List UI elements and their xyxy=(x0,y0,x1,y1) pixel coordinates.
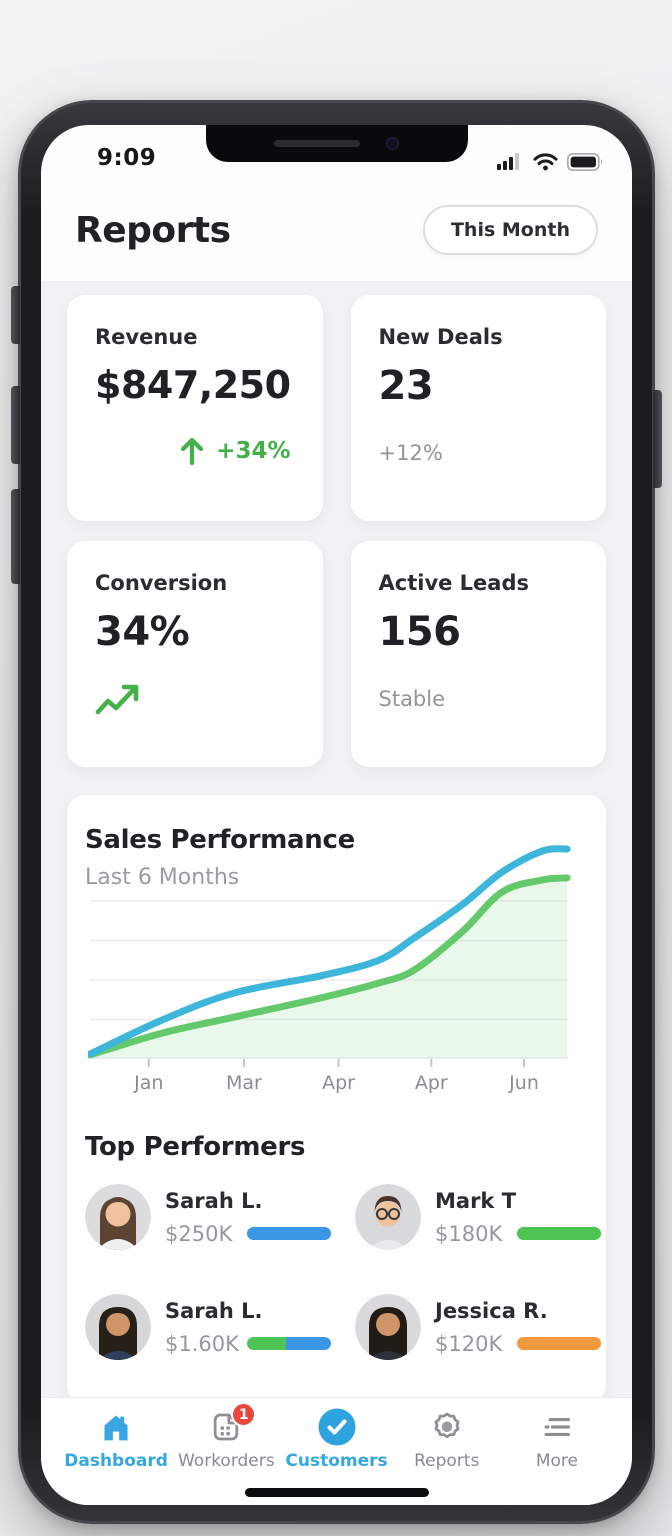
phone-frame: 9:09 xyxy=(11,100,662,1524)
status-bar: 9:09 xyxy=(41,125,632,173)
status-time: 9:09 xyxy=(97,145,157,171)
performer-amount: $180K xyxy=(435,1221,503,1246)
sales-performance-card: Sales Performance Last 6 Months Jan Mar Ap… xyxy=(67,795,606,1397)
performer-name: Jessica R. xyxy=(435,1298,548,1323)
stat-value: 23 xyxy=(378,363,434,409)
more-menu-icon xyxy=(544,1417,570,1437)
tab-workorders[interactable]: 1 Workorders xyxy=(171,1402,281,1471)
bottom-tab-bar: Dashboard 1 Workorder xyxy=(41,1397,632,1489)
chart-subtitle: Last 6 Months xyxy=(85,865,240,890)
performer-row[interactable]: Sarah L. $250K xyxy=(85,1184,331,1250)
x-axis-labels: Jan Mar Apr Apr Jun xyxy=(88,1072,588,1098)
home-icon xyxy=(104,1415,128,1441)
stat-label: Revenue xyxy=(95,325,198,349)
performer-row[interactable]: Sarah L. $1.60K xyxy=(85,1294,331,1360)
stat-card-conversion[interactable]: Conversion 34% xyxy=(67,541,323,767)
stat-value: 156 xyxy=(378,609,461,655)
performer-row[interactable]: Mark T $180K xyxy=(355,1184,601,1250)
stat-value: $847,250 xyxy=(95,363,291,407)
reports-badge-icon xyxy=(434,1412,460,1439)
tab-label: Workorders xyxy=(177,1451,275,1471)
performer-bar xyxy=(247,1337,331,1350)
stat-label: New Deals xyxy=(378,325,503,349)
mute-switch xyxy=(11,286,20,344)
tab-more[interactable]: More xyxy=(502,1410,612,1471)
stat-card-new-deals[interactable]: New Deals 23 +12% xyxy=(350,295,606,521)
tab-reports[interactable]: Reports xyxy=(392,1410,502,1471)
performer-row[interactable]: Jessica R. $120K xyxy=(355,1294,601,1360)
tab-label: Customers xyxy=(285,1451,388,1471)
arrow-up-icon xyxy=(181,437,204,466)
bar-segment xyxy=(247,1227,331,1240)
stat-delta: +12% xyxy=(378,441,443,465)
x-axis-label: Apr xyxy=(322,1072,355,1094)
bar-segment xyxy=(247,1337,286,1350)
x-axis-label: Jan xyxy=(134,1072,164,1094)
power-button xyxy=(653,390,662,488)
stat-delta: +34% xyxy=(216,438,291,464)
stat-label: Conversion xyxy=(95,571,228,595)
front-camera xyxy=(386,137,399,150)
tab-label: Dashboard xyxy=(64,1451,168,1471)
x-axis-label: Mar xyxy=(225,1072,262,1094)
x-axis-label: Jun xyxy=(509,1072,539,1094)
tab-label: Reports xyxy=(414,1451,480,1471)
performer-amount: $250K xyxy=(165,1221,233,1246)
notification-badge: 1 xyxy=(231,1402,257,1427)
header: Reports This Month xyxy=(41,173,632,281)
battery-icon xyxy=(567,153,603,171)
home-indicator[interactable] xyxy=(244,1488,429,1497)
volume-up-button xyxy=(11,386,20,464)
stat-card-grid: Revenue $847,250 +34% New Deals 23 xyxy=(67,295,606,767)
stat-card-revenue[interactable]: Revenue $847,250 +34% xyxy=(67,295,323,521)
wifi-icon xyxy=(533,153,558,171)
performer-bar xyxy=(247,1227,331,1240)
performer-bar xyxy=(517,1227,601,1240)
performer-amount: $120K xyxy=(435,1331,503,1356)
trending-up-icon xyxy=(95,684,139,715)
speaker xyxy=(274,140,360,147)
cellular-signal-icon xyxy=(497,153,519,170)
stat-label: Active Leads xyxy=(378,571,530,595)
tab-customers[interactable]: Customers xyxy=(281,1408,391,1471)
bar-segment xyxy=(517,1227,601,1240)
stat-value: 34% xyxy=(95,609,190,655)
bar-segment xyxy=(285,1337,331,1350)
stat-card-active-leads[interactable]: Active Leads 156 Stable xyxy=(350,541,606,767)
bar-segment xyxy=(517,1337,601,1350)
chart-title: Sales Performance xyxy=(85,825,355,855)
page-title: Reports xyxy=(75,209,231,251)
volume-down-button xyxy=(11,489,20,584)
report-content: Revenue $847,250 +34% New Deals 23 xyxy=(41,281,632,1397)
avatar xyxy=(355,1294,421,1360)
avatar xyxy=(355,1184,421,1250)
tab-dashboard[interactable]: Dashboard xyxy=(61,1410,171,1471)
performer-bar xyxy=(517,1337,601,1350)
notch xyxy=(205,125,468,162)
performer-amount: $1.60K xyxy=(165,1331,239,1356)
customers-check-icon xyxy=(318,1408,355,1446)
tab-label: More xyxy=(535,1451,578,1471)
top-performers-list: Sarah L. $250K xyxy=(85,1184,601,1360)
avatar xyxy=(85,1184,151,1250)
safe-area xyxy=(41,1489,632,1505)
performer-name: Mark T xyxy=(435,1188,517,1213)
phone-screen: 9:09 xyxy=(41,125,632,1505)
avatar xyxy=(85,1294,151,1360)
top-performers-title: Top Performers xyxy=(85,1132,306,1162)
sales-performance-chart: Jan Mar Apr Apr Jun xyxy=(88,840,588,1098)
x-axis-label: Apr xyxy=(414,1072,448,1094)
performer-name: Sarah L. xyxy=(165,1188,263,1213)
performer-name: Sarah L. xyxy=(165,1298,263,1323)
stat-delta: Stable xyxy=(378,687,446,711)
period-filter-button[interactable]: This Month xyxy=(422,205,598,255)
